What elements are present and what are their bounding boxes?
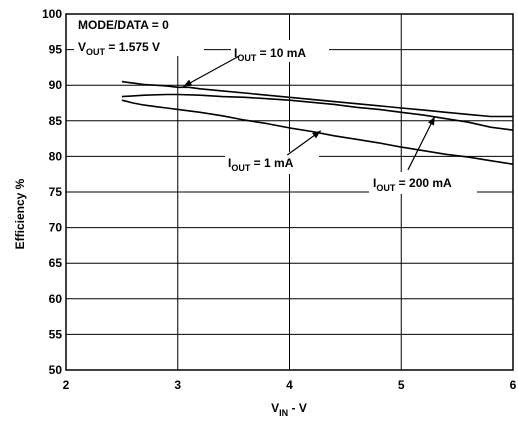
tick-labels: 50 55 60 65 70 75 80 85 90 95 100 2 3 4 5 6 [42, 7, 517, 392]
annotation-arrows [183, 55, 436, 171]
label-200ma-text: IOUT = 200 mA [373, 176, 452, 193]
plot-border [65, 13, 514, 371]
x-axis-title-rest: - V [288, 401, 307, 415]
label-10ma-text: IOUT = 10 mA [234, 46, 306, 63]
x-tick-label-5: 5 [398, 378, 405, 392]
label-10ma-sub: OUT [237, 53, 257, 63]
arrow-10ma-shaft [183, 55, 240, 88]
label-200ma-sub: OUT [376, 183, 396, 193]
series-1ma-line [121, 99, 514, 165]
label-1ma-background [225, 152, 319, 174]
arrow-1ma-head [312, 130, 321, 139]
y-tick-label-65: 65 [49, 256, 63, 270]
condition-background [74, 12, 204, 56]
arrow-10ma-head [183, 79, 193, 87]
y-tick-label-90: 90 [49, 78, 63, 92]
y-tick-label-60: 60 [49, 292, 63, 306]
label-1ma-text: IOUT = 1 mA [228, 156, 294, 173]
y-tick-label-80: 80 [49, 149, 63, 163]
condition-vout-text: VOUT = 1.575 V [78, 40, 160, 57]
x-tick-label-4: 4 [286, 378, 293, 392]
x-tick-label-6: 6 [510, 378, 517, 392]
label-10ma-background [231, 40, 329, 62]
plot-frame [65, 13, 514, 371]
y-tick-label-85: 85 [49, 114, 63, 128]
label-200ma-main: I [373, 176, 376, 190]
x-axis-title-main: V [271, 401, 279, 415]
annotations: MODE/DATA = 0 VOUT = 1.575 V IOUT = 10 m… [74, 12, 477, 194]
series-200ma-line [121, 93, 514, 131]
x-tick-label-2: 2 [63, 378, 70, 392]
label-10ma-rest: = 10 mA [256, 46, 306, 60]
x-axis-title-sub: IN [279, 408, 288, 418]
label-1ma-sub: OUT [231, 163, 251, 173]
condition-vout-main: V [78, 40, 86, 54]
y-tick-label-70: 70 [49, 221, 63, 235]
y-tick-label-75: 75 [49, 185, 63, 199]
y-tick-label-55: 55 [49, 327, 63, 341]
series-10ma-line [121, 80, 513, 118]
condition-mode-text: MODE/DATA = 0 [78, 18, 169, 32]
label-10ma-main: I [234, 46, 237, 60]
y-tick-label-100: 100 [42, 7, 62, 21]
series-lines [121, 80, 514, 165]
x-tick-label-3: 3 [174, 378, 181, 392]
y-tick-label-50: 50 [49, 363, 63, 377]
label-1ma-rest: = 1 mA [250, 156, 293, 170]
label-1ma-main: I [228, 156, 231, 170]
condition-vout-sub: OUT [86, 47, 106, 57]
y-axis-title: Efficiency % [13, 178, 27, 249]
arrow-200ma-head [428, 116, 435, 126]
condition-vout-rest: = 1.575 V [105, 40, 160, 54]
label-200ma-rest: = 200 mA [395, 176, 452, 190]
arrow-200ma-shaft [407, 116, 436, 171]
x-axis-title: VIN - V [271, 401, 307, 418]
y-tick-label-95: 95 [49, 43, 63, 57]
label-200ma-background [369, 172, 477, 194]
